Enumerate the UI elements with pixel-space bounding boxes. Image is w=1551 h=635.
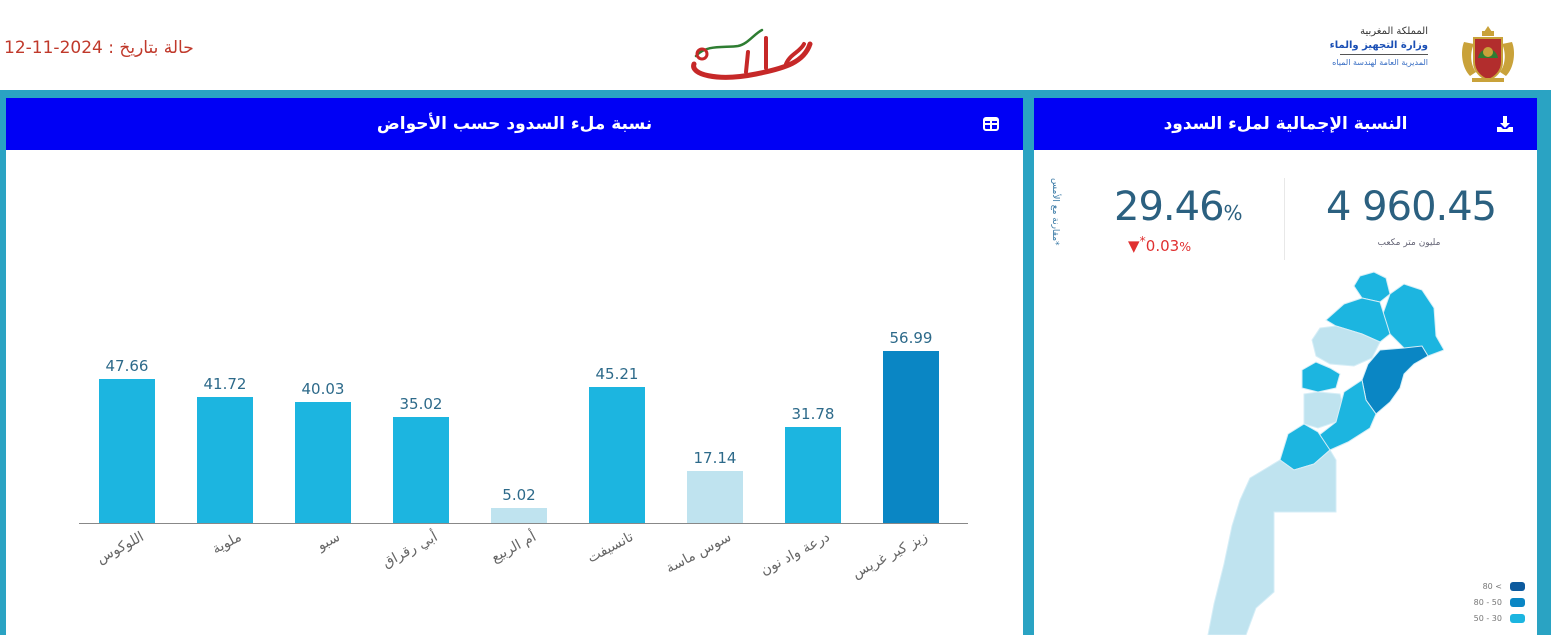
bar-value-label: 41.72 <box>203 375 247 393</box>
legend-swatch <box>1510 597 1525 607</box>
category-label: أبي رقراق <box>380 529 441 572</box>
kpi-divider <box>1284 178 1285 260</box>
coat-of-arms-icon <box>1462 26 1514 82</box>
chart-bar[interactable] <box>785 427 841 523</box>
comparison-note: *مقارنة مع الأمس <box>1050 178 1060 246</box>
total-volume: 4 960.45 <box>1326 184 1497 230</box>
map-region-loukkos <box>1353 271 1391 303</box>
chart-bar[interactable] <box>393 417 449 523</box>
ministry-block: المملكة المغربية وزارة التجهيز والماء ال… <box>1278 26 1428 67</box>
bar-value-label: 45.21 <box>595 365 639 383</box>
fill-percent-sign: % <box>1223 201 1243 225</box>
table-icon[interactable] <box>981 114 1001 134</box>
header: حالة بتاريخ : 2024-11-12 المملكة المغربي… <box>0 0 1551 90</box>
delta-asterisk: * <box>1139 233 1146 248</box>
overall-fill-panel: النسبة الإجمالية لملء السدود *مقارنة مع … <box>1034 98 1537 635</box>
overall-fill-panel-title: النسبة الإجمالية لملء السدود <box>1163 114 1408 134</box>
category-label: أم الربيع <box>488 529 539 566</box>
category-label: درعة واد نون <box>757 529 833 579</box>
bar-value-label: 35.02 <box>399 395 443 413</box>
category-label: زيز كير غريس <box>849 529 931 582</box>
chart-bar[interactable] <box>589 387 645 523</box>
basin-fill-panel: نسبة ملء السدود حسب الأحواض 47.66 اللوكوس… <box>6 98 1023 635</box>
legend-item: 50 - 30 <box>1474 610 1525 626</box>
chart-bar[interactable] <box>295 402 351 523</box>
fill-percent-value: 29.46 <box>1114 184 1225 230</box>
delta-percent-sign: % <box>1179 239 1192 254</box>
basin-fill-panel-title: نسبة ملء السدود حسب الأحواض <box>376 114 653 134</box>
chart-bar[interactable] <box>491 508 547 523</box>
legend-swatch <box>1510 613 1525 623</box>
bar-value-label: 40.03 <box>301 380 345 398</box>
brand-logo <box>691 28 813 80</box>
panels-frame: نسبة ملء السدود حسب الأحواض 47.66 اللوكوس… <box>0 90 1551 635</box>
download-icon[interactable] <box>1495 114 1515 134</box>
bar-value-label: 5.02 <box>502 486 536 504</box>
legend-label: 50 - 30 <box>1473 613 1502 623</box>
triangle-down-icon: ▼ <box>1128 237 1140 255</box>
legend-label: 80 < <box>1482 581 1502 591</box>
category-label: تانسيفت <box>585 529 637 567</box>
volume-unit: مليون متر مكعب <box>1377 238 1441 248</box>
legend-item: 80 - 50 <box>1474 594 1525 610</box>
map-region-oum-er-rbia <box>1301 361 1341 393</box>
basin-fill-bar-chart: 47.66 اللوكوس 41.72 ملوية 40.03 سبو 35.02 أبي ر… <box>6 150 1023 635</box>
bar-value-label: 17.14 <box>693 449 737 467</box>
map-region-moulouya <box>1379 283 1444 357</box>
ministry-label: وزارة التجهيز والماء <box>1329 40 1428 51</box>
fill-percent: 29.46% <box>1114 184 1243 230</box>
overall-fill-panel-header: النسبة الإجمالية لملء السدود <box>1034 98 1537 150</box>
map-legend: 80 < 80 - 50 50 - 30 <box>1474 578 1525 626</box>
kingdom-label: المملكة المغربية <box>1360 26 1428 37</box>
ministry-divider <box>1340 54 1428 55</box>
x-axis-line <box>79 523 968 524</box>
directorate-label: المديرية العامة لهندسة المياه <box>1332 58 1428 67</box>
date-status: حالة بتاريخ : 2024-11-12 <box>4 38 194 58</box>
bar-value-label: 47.66 <box>105 357 149 375</box>
category-label: سوس ماسة <box>663 529 735 577</box>
map-region-bouregreg <box>1311 325 1381 367</box>
legend-item: 80 < <box>1474 578 1525 594</box>
fill-delta: ▼*0.03% <box>1128 233 1191 255</box>
chart-bar[interactable] <box>883 351 939 523</box>
map-region-draa <box>1317 379 1377 451</box>
chart-bar[interactable] <box>197 397 253 523</box>
delta-value: 0.03 <box>1145 237 1180 255</box>
basin-fill-panel-header: نسبة ملء السدود حسب الأحواض <box>6 98 1023 150</box>
chart-bar[interactable] <box>687 471 743 523</box>
morocco-basins-map[interactable] <box>1104 264 1444 635</box>
map-region-sakia-el-hamra <box>1207 449 1337 635</box>
bar-value-label: 56.99 <box>889 329 933 347</box>
bar-value-label: 31.78 <box>791 405 835 423</box>
category-label: ملوية <box>209 529 245 558</box>
category-label: سبو <box>314 529 343 555</box>
legend-label: 80 - 50 <box>1473 597 1502 607</box>
category-label: اللوكوس <box>93 529 147 568</box>
legend-swatch <box>1510 581 1525 591</box>
chart-bar[interactable] <box>99 379 155 523</box>
